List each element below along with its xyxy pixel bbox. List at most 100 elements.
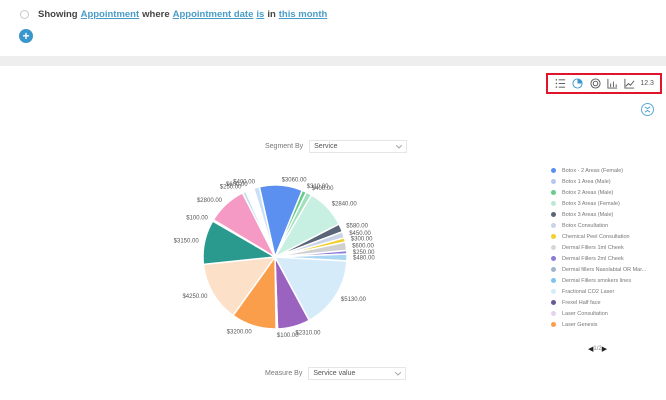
legend-swatch [551,179,556,184]
segment-by-value: Service [314,143,338,150]
pie-slice-label: $250.00 [353,250,375,256]
pie-slice[interactable] [252,185,276,258]
legend-label: Botox 1 Area (Male) [562,178,611,185]
legend-label: Botox - 2 Areas (Female) [562,167,624,174]
pie-slice-label: $2310.00 [295,330,321,336]
measure-by-select[interactable]: Service value [308,367,407,380]
legend-swatch [551,300,556,305]
legend-swatch [551,322,556,327]
pie-slice-label: $3200.00 [227,329,253,335]
legend-item[interactable]: Botox Consultation [551,220,663,231]
number-view-button[interactable]: 12.3 [640,80,654,87]
filter-where-text: where [142,8,170,20]
filter-in-text: in [267,8,276,20]
legend-item[interactable]: Laser Consultation [551,308,663,319]
collapse-icon [644,106,651,113]
legend-swatch [551,168,556,173]
legend-label: Chemical Peel Consultation [562,233,630,240]
legend-item[interactable]: Dermal Fillers smokers lines [551,275,663,286]
legend-swatch [551,201,556,206]
filter-operator-link[interactable]: is [256,8,265,20]
legend-swatch [551,190,556,195]
filter-row: Showing Appointment where Appointment da… [20,6,330,22]
add-filter-button[interactable]: + [19,29,33,43]
pager-text: 1/2 [593,346,602,352]
legend-item[interactable]: Botox 3 Areas (Female) [551,198,663,209]
legend-label: Botox 3 Areas (Male) [562,211,614,218]
pie-slice-label: $300.00 [351,237,373,243]
pie-slice-label: $600.00 [226,182,248,188]
line-chart-icon[interactable] [623,77,636,90]
legend-item[interactable]: Dermal fillers Nasolabial OR Mar... [551,264,663,275]
legend-label: Frexel Half face [562,299,601,306]
measure-by-value: Service value [313,370,356,377]
legend-pager: ◀ 1/2 ▶ [588,345,607,353]
pie-slice-label: $3060.00 [282,177,308,183]
legend-swatch [551,278,556,283]
legend-item[interactable]: Botox 2 Areas (Male) [551,187,663,198]
legend-item[interactable]: Frexel Half face [551,297,663,308]
section-divider [0,56,666,66]
chart-type-toolbar: 12.3 [546,73,662,94]
legend-swatch [551,212,556,217]
filter-field-link[interactable]: Appointment date [172,8,254,20]
pie-slice[interactable] [273,256,348,322]
pie-slice-label: $580.00 [346,223,368,229]
pie-slice-label: $2800.00 [197,198,223,204]
filter-showing-text: Showing [38,8,78,20]
legend-label: Botox 2 Areas (Male) [562,189,614,196]
chevron-down-icon [396,144,403,149]
legend-label: Dermal Fillers 2ml Cheek [562,255,624,262]
legend-swatch [551,267,556,272]
legend-swatch [551,245,556,250]
legend-label: Botox Consultation [562,222,609,229]
legend-label: Dermal Fillers smokers lines [562,277,632,284]
legend-item[interactable]: Botox - 2 Areas (Female) [551,165,663,176]
pie-slice-label: $480.00 [353,256,375,262]
segment-by-select[interactable]: Service [309,140,408,153]
pie-slice-label: $310.00 [307,184,329,190]
legend-label: Laser Genesis [562,321,598,328]
pie-slice-label: $4250.00 [182,294,208,300]
chart-legend: Botox - 2 Areas (Female) Botox 1 Area (Ma… [551,165,663,330]
chevron-down-icon [395,371,402,376]
legend-item[interactable]: Dermal Fillers 2ml Cheek [551,253,663,264]
filter-entity-link[interactable]: Appointment [80,8,140,20]
legend-swatch [551,311,556,316]
legend-item[interactable]: Dermal Fillers 1ml Cheek [551,242,663,253]
pager-next-arrow[interactable]: ▶ [601,346,608,353]
bar-chart-icon[interactable] [606,77,619,90]
pie-slice-label: $600.00 [352,243,374,249]
pie-slice-label: $250.00 [220,185,242,191]
list-icon[interactable] [554,77,567,90]
pie-slice[interactable] [202,256,277,317]
collapse-button[interactable] [641,103,654,116]
legend-item[interactable]: Botox 1 Area (Male) [551,176,663,187]
pie-slice-label: $450.00 [349,231,371,237]
legend-swatch [551,223,556,228]
pie-slice-label: $3150.00 [174,239,200,245]
legend-item[interactable]: Chemical Peel Consultation [551,231,663,242]
legend-label: Fractional CO2 Laser [562,288,615,295]
measure-by-label: Measure By [265,370,303,377]
donut-chart-icon[interactable] [589,77,602,90]
pie-slice-label: $100.00 [186,215,208,221]
segment-by-label: Segment By [265,143,304,150]
filter-value-link[interactable]: this month [278,8,328,20]
pager-prev-arrow[interactable]: ◀ [588,346,594,353]
legend-item[interactable]: Botox 3 Areas (Male) [551,209,663,220]
legend-item[interactable]: Laser Genesis [551,319,663,330]
legend-swatch [551,256,556,261]
plus-icon: + [22,29,30,43]
pie-slice-label: $400.00 [233,180,255,186]
pie-chart-icon[interactable] [571,77,584,90]
legend-swatch [551,289,556,294]
legend-label: Dermal Fillers 1ml Cheek [562,244,624,251]
legend-item[interactable]: Fractional CO2 Laser [551,286,663,297]
legend-label: Botox 3 Areas (Female) [562,200,620,207]
filter-radio[interactable] [20,9,29,19]
segment-by-control: Segment By Service [265,140,408,153]
pie-slice-label: $5130.00 [341,297,367,303]
